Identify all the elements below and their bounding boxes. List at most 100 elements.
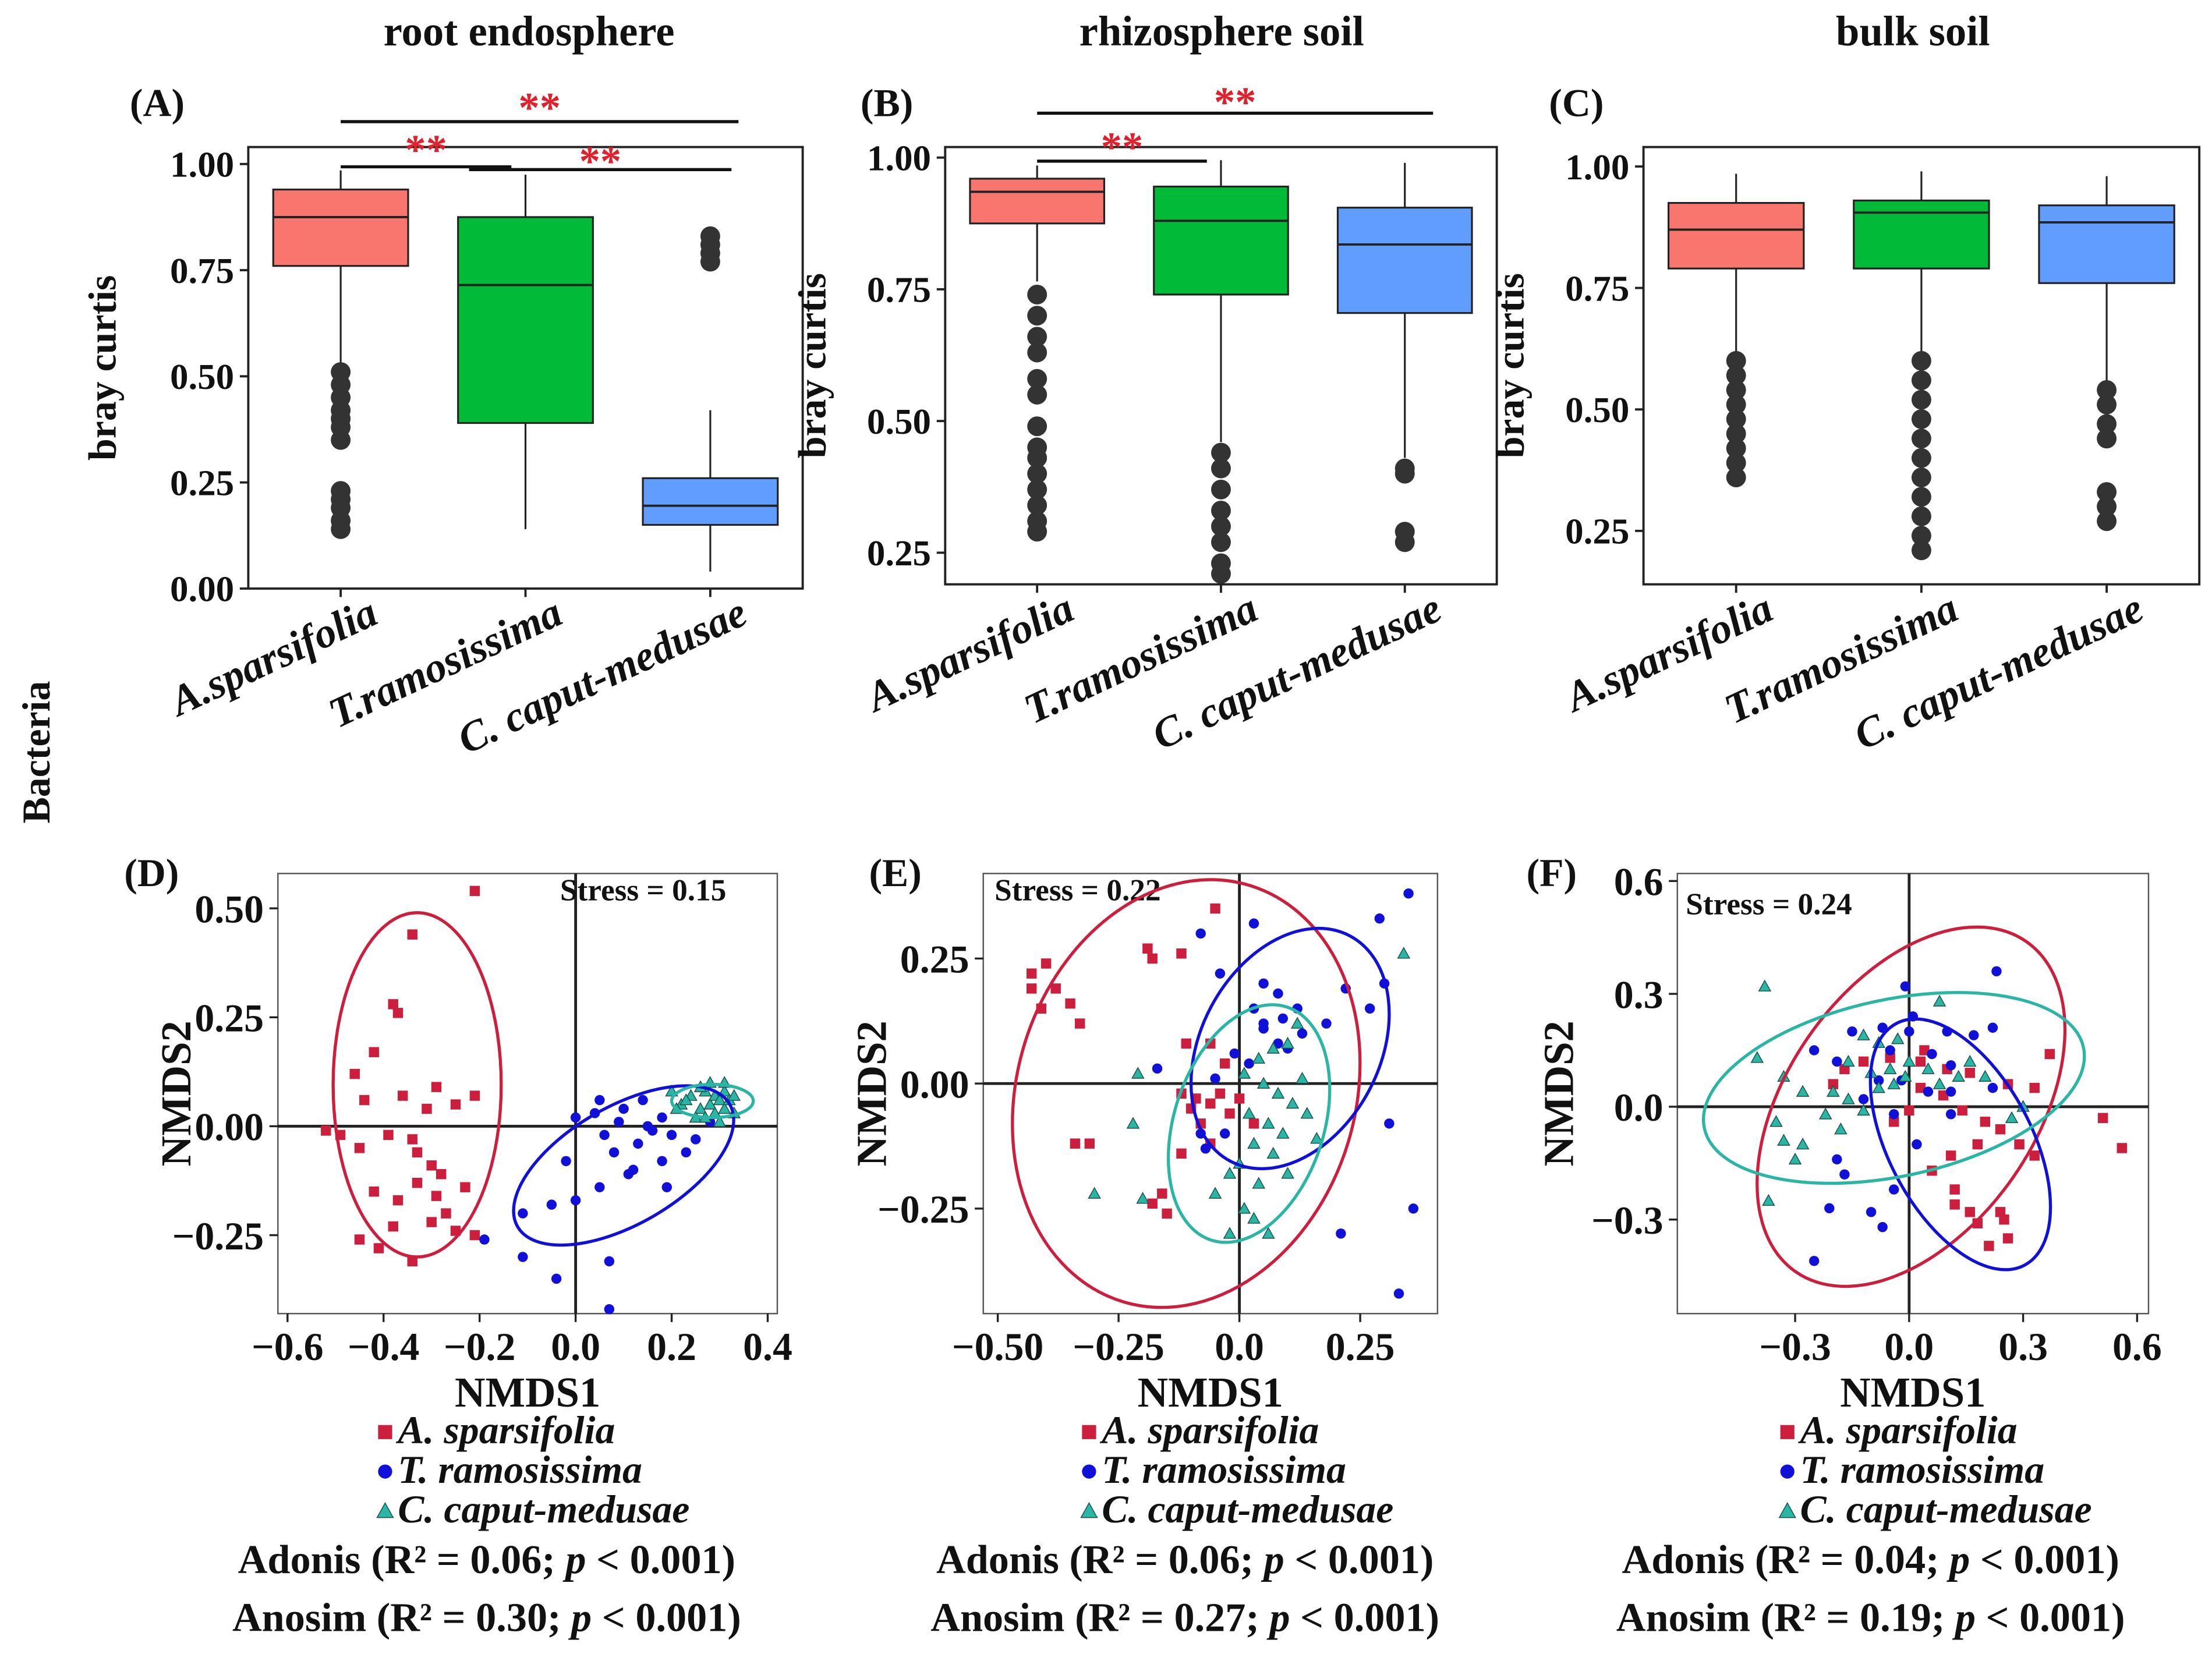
- x-tick-label: 0.6: [2112, 1325, 2162, 1369]
- x-tick-label: −0.4: [348, 1325, 419, 1369]
- y-tick-label: 0.25: [194, 997, 264, 1040]
- confidence-ellipse: [1189, 926, 1391, 1171]
- data-point: [1084, 1138, 1095, 1149]
- column-title-1: root endosphere: [384, 8, 675, 55]
- x-axis-label: NMDS1: [1138, 1369, 1283, 1416]
- data-point: [599, 1129, 610, 1141]
- data-point: [1839, 1169, 1850, 1180]
- plot-frame: [1676, 873, 2150, 1315]
- statistic-p: p: [1261, 1537, 1284, 1582]
- legend-marker: [1778, 1502, 1796, 1518]
- data-point: [397, 1090, 408, 1101]
- y-tick-label: 0.75: [170, 250, 234, 291]
- y-tick-label: 0.50: [170, 356, 234, 397]
- data-point: [1949, 1199, 1960, 1210]
- data-point: [604, 1304, 615, 1315]
- outlier-point: [1211, 532, 1231, 553]
- data-point: [1403, 888, 1414, 899]
- data-point: [2005, 1111, 2019, 1124]
- data-point: [1237, 1202, 1251, 1214]
- data-point: [1933, 1077, 1946, 1089]
- box-body: [272, 188, 409, 267]
- data-point: [691, 1134, 701, 1145]
- data-point: [693, 1102, 707, 1114]
- data-point: [1176, 948, 1187, 959]
- legend-label: T. ramosissima: [398, 1448, 642, 1492]
- outlier-point: [1726, 365, 1746, 385]
- data-point: [1088, 1187, 1101, 1199]
- outlier-point: [1911, 428, 1931, 449]
- legend-label: C. caput-medusae: [1102, 1488, 1393, 1531]
- data-point: [1310, 1132, 1323, 1144]
- panel-label: (E): [869, 851, 921, 895]
- data-point: [657, 1156, 667, 1167]
- data-point: [1979, 1069, 1992, 1082]
- data-point: [1788, 1152, 1802, 1165]
- series-3: [1750, 979, 2030, 1206]
- stress-label: Stress = 0.24: [1686, 887, 1852, 922]
- x-tick-label: −0.2: [444, 1325, 515, 1369]
- outlier-point: [1726, 423, 1746, 444]
- data-point: [604, 1256, 615, 1267]
- y-tick-label: 0.3: [1614, 973, 1664, 1017]
- data-point: [1866, 1207, 1877, 1217]
- box-3: [642, 226, 779, 572]
- data-point: [703, 1097, 717, 1110]
- outlier-point: [1027, 384, 1047, 405]
- data-point: [657, 1112, 667, 1123]
- outlier-point: [1027, 495, 1047, 515]
- data-point: [469, 1230, 480, 1241]
- data-point: [713, 1093, 727, 1106]
- box-2: [1853, 171, 1990, 561]
- data-point: [1126, 1117, 1140, 1129]
- legend-marker: [1082, 1464, 1096, 1479]
- data-point: [1872, 1081, 1885, 1093]
- outlier-point: [1726, 468, 1746, 488]
- data-point: [1026, 968, 1037, 979]
- data-point: [2002, 1233, 2013, 1244]
- panel-label: (A): [130, 81, 185, 125]
- data-point: [1972, 1139, 1983, 1150]
- outlier-point: [1027, 416, 1047, 437]
- legend-label: T. ramosissima: [1102, 1448, 1346, 1492]
- y-tick-label: 1.00: [867, 137, 931, 178]
- data-point: [1248, 918, 1259, 929]
- legend-label: C. caput-medusae: [1800, 1488, 2092, 1531]
- data-point: [373, 1243, 384, 1253]
- x-tick-label: 0.25: [1326, 1325, 1395, 1369]
- data-point: [1999, 1214, 2009, 1225]
- outlier-point: [1395, 458, 1415, 479]
- data-point: [1262, 1227, 1275, 1239]
- legend-marker: [1080, 1502, 1098, 1518]
- data-point: [392, 1195, 404, 1206]
- data-point: [1921, 1062, 1935, 1075]
- panel-f: (F) NMDS2 NMDS1 Stress = 0.24 −0.3 0.0 0.3 0.6 −…: [1527, 851, 2162, 1640]
- box-1: [1667, 173, 1805, 488]
- y-tick-label: 0.50: [1565, 389, 1629, 430]
- outlier-point: [1211, 516, 1231, 537]
- y-tick-label: 0.75: [867, 270, 931, 310]
- box-3: [2038, 176, 2175, 532]
- data-point: [727, 1089, 741, 1101]
- panel-c: (C)bray curtis0.250.500.751.00A.sparsifo…: [1489, 81, 2201, 759]
- y-tick-label: 1.00: [1565, 147, 1629, 187]
- y-tick-label: 0.25: [867, 533, 931, 573]
- outlier-point: [1726, 350, 1746, 371]
- significance-stars: **: [1214, 78, 1257, 125]
- data-point: [1900, 981, 1911, 991]
- plot-frame: [982, 873, 1439, 1315]
- panel-label: (F): [1527, 851, 1577, 895]
- data-point: [1919, 1045, 1930, 1056]
- data-point: [1258, 978, 1269, 989]
- series-1: [1026, 903, 1259, 1219]
- legend-label: C. caput-medusae: [398, 1488, 689, 1531]
- data-point: [1219, 1128, 1230, 1139]
- significance-stars: **: [405, 126, 447, 173]
- panel-d: (D) NMDS2 NMDS1 Stress = 0.15 −0.6 −0.4 −0.2 0.…: [124, 851, 792, 1640]
- outlier-point: [1911, 506, 1931, 526]
- statistic-p: p: [568, 1595, 592, 1640]
- data-point: [1210, 903, 1220, 914]
- data-point: [407, 929, 417, 940]
- data-point: [1904, 1026, 1914, 1037]
